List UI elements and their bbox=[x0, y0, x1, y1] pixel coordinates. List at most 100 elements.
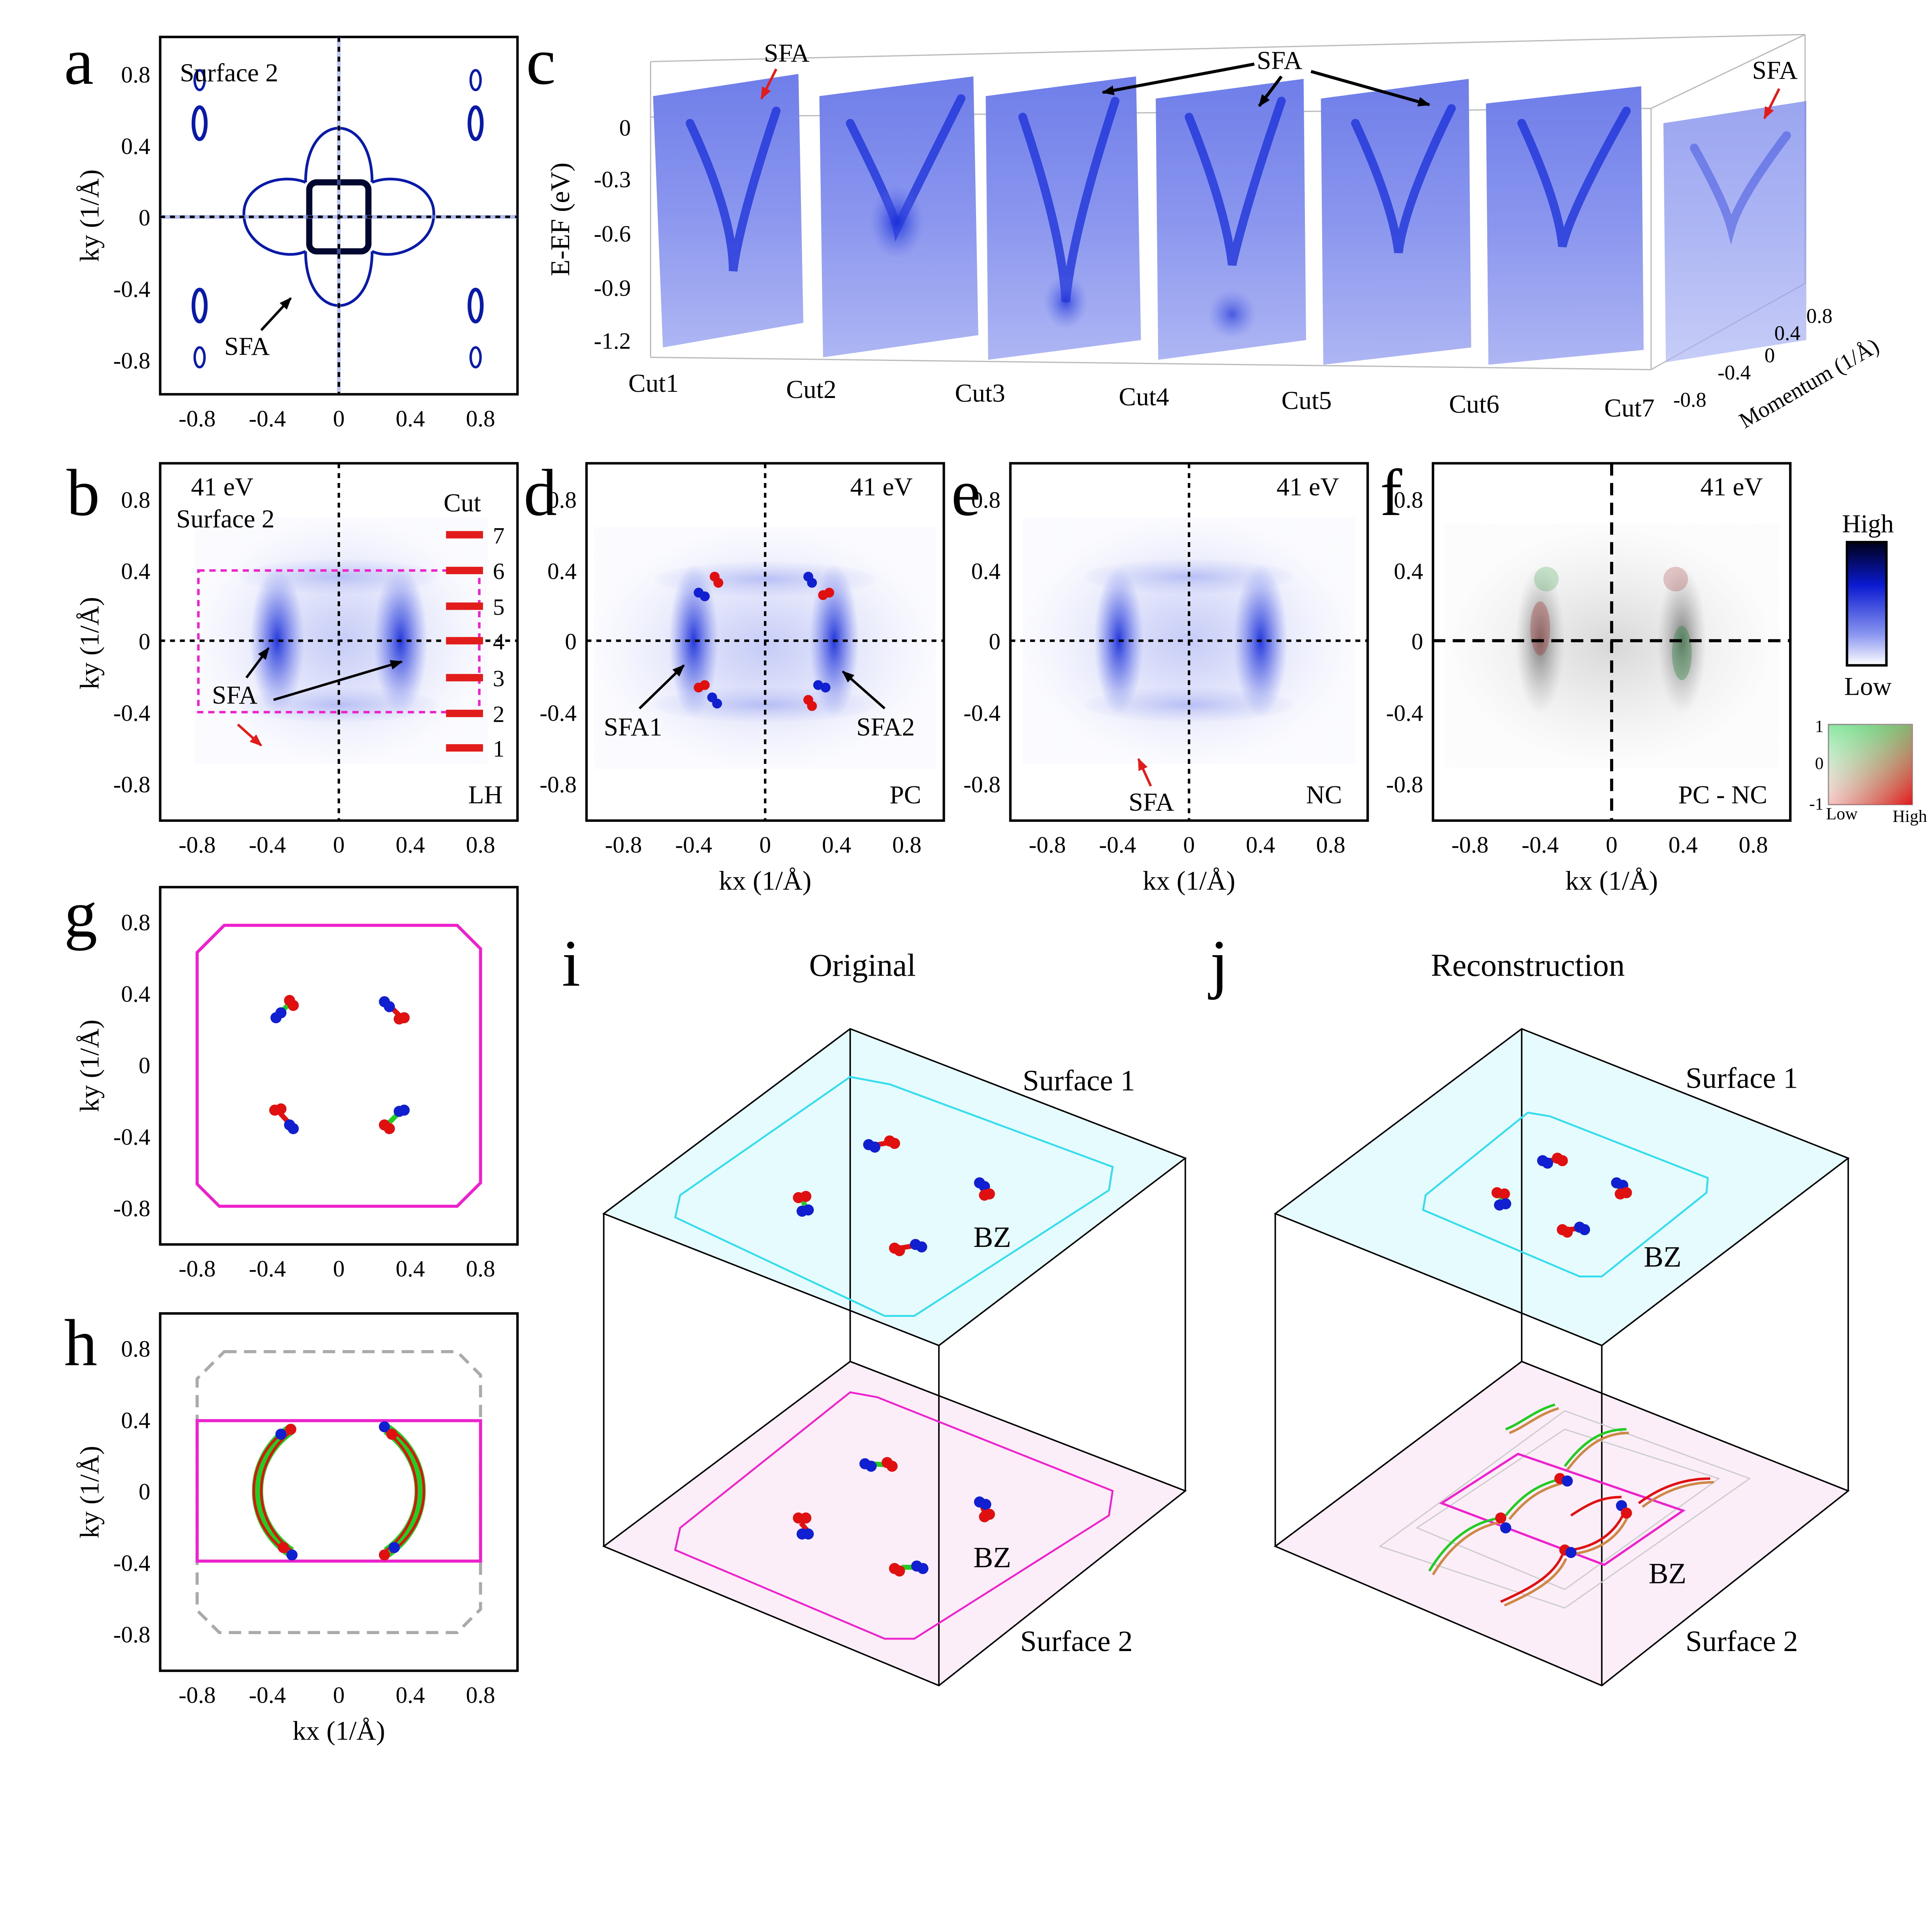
panel-letter-f: f bbox=[1380, 456, 1402, 530]
svg-text:-0.4: -0.4 bbox=[113, 700, 150, 726]
panel-f-x-ticks: -0.8 -0.4 0 0.4 0.8 bbox=[1451, 832, 1768, 858]
svg-text:Cut2: Cut2 bbox=[786, 375, 836, 404]
panel-e-energy: 41 eV bbox=[1277, 473, 1339, 501]
svg-text:2: 2 bbox=[493, 702, 505, 728]
svg-text:1: 1 bbox=[493, 736, 505, 762]
svg-text:-0.8: -0.8 bbox=[179, 832, 216, 858]
svg-text:0: 0 bbox=[1606, 832, 1617, 858]
panel-j-weyl-bottom bbox=[1495, 1473, 1632, 1558]
panel-letter-h: h bbox=[64, 1306, 97, 1380]
colorbar-high-label: High bbox=[1842, 510, 1894, 538]
panel-letter-i: i bbox=[562, 927, 580, 1000]
panel-e-x-ticks: -0.8 -0.4 0 0.4 0.8 bbox=[1029, 832, 1345, 858]
svg-text:0.8: 0.8 bbox=[466, 1256, 495, 1282]
svg-text:Cut1: Cut1 bbox=[628, 369, 679, 398]
panel-i-bz-top bbox=[674, 1076, 1114, 1317]
svg-text:-0.8: -0.8 bbox=[179, 1256, 216, 1282]
panel-d-x-axis-label: kx (1/Å) bbox=[719, 866, 811, 896]
svg-text:-0.8: -0.8 bbox=[113, 1622, 150, 1648]
svg-text:Cut5: Cut5 bbox=[1281, 386, 1332, 415]
panel-c-sfa-center: SFA bbox=[1257, 46, 1303, 75]
panel-h-y-axis-label: ky (1/Å) bbox=[75, 1446, 105, 1539]
svg-text:0.8: 0.8 bbox=[1739, 832, 1768, 858]
panel-g-weyl-points-bz: 0.8 0.4 0 -0.4 -0.8 -0.8 -0.4 0 0.4 0.8 … bbox=[75, 886, 519, 1282]
svg-text:-0.8: -0.8 bbox=[1386, 772, 1423, 798]
svg-text:-0.8: -0.8 bbox=[113, 348, 150, 374]
panel-b-cut-title: Cut bbox=[444, 488, 481, 517]
panel-h-folded-bz bbox=[196, 1419, 482, 1563]
diff-colorbar-ticks: 1 0 -1 bbox=[1809, 716, 1823, 813]
svg-text:Cut3: Cut3 bbox=[955, 379, 1005, 408]
panel-a-x-ticks: -0.8 -0.4 0 0.4 0.8 bbox=[179, 406, 495, 432]
svg-text:0: 0 bbox=[1183, 832, 1195, 858]
panel-i-weyl-top bbox=[793, 1135, 995, 1256]
svg-text:-0.4: -0.4 bbox=[249, 1682, 286, 1708]
svg-text:0: 0 bbox=[139, 1479, 150, 1505]
panel-a-surface-map: Surface 2 SFA 0.8 0.4 0 -0.4 -0.8 -0.8 -… bbox=[75, 36, 519, 432]
svg-text:-0.4: -0.4 bbox=[249, 832, 286, 858]
svg-text:-0.4: -0.4 bbox=[963, 700, 1000, 726]
panel-i-title: Original bbox=[809, 947, 916, 983]
panel-g-y-axis-label: ky (1/Å) bbox=[75, 1019, 105, 1112]
panel-g-bz-outline bbox=[196, 923, 482, 1208]
svg-text:0: 0 bbox=[333, 1256, 345, 1282]
svg-text:-0.8: -0.8 bbox=[179, 406, 216, 432]
panel-c-cut-labels: Cut1 Cut2 Cut3 Cut4 Cut5 Cut6 Cut7 bbox=[628, 369, 1655, 422]
svg-text:0: 0 bbox=[619, 115, 631, 141]
svg-text:0: 0 bbox=[333, 832, 345, 858]
svg-text:0: 0 bbox=[565, 629, 577, 655]
panel-h-x-ticks: -0.8 -0.4 0 0.4 0.8 bbox=[179, 1682, 495, 1708]
svg-text:0: 0 bbox=[333, 1682, 345, 1708]
panel-e-sfa-label: SFA bbox=[1129, 788, 1174, 816]
svg-text:-0.4: -0.4 bbox=[675, 832, 712, 858]
panel-i-bz-bottom bbox=[674, 1391, 1114, 1640]
panel-d-polarization: PC bbox=[889, 781, 921, 809]
panel-f-y-ticks: 0.8 0.4 0 -0.4 -0.8 bbox=[1386, 487, 1423, 798]
svg-text:-0.8: -0.8 bbox=[1029, 832, 1066, 858]
svg-text:0: 0 bbox=[1764, 344, 1775, 367]
svg-text:0: 0 bbox=[989, 629, 1000, 655]
panel-e-polarization: NC bbox=[1306, 781, 1342, 809]
panel-letter-a: a bbox=[64, 25, 94, 99]
svg-text:0.4: 0.4 bbox=[548, 559, 577, 585]
svg-text:-0.4: -0.4 bbox=[1386, 700, 1423, 726]
panel-j-surface-top: Surface 1 bbox=[1685, 1062, 1798, 1095]
svg-text:-1: -1 bbox=[1809, 794, 1823, 813]
panel-h-frame bbox=[159, 1312, 519, 1672]
panel-h-reconstructed-bz: 0.8 0.4 0 -0.4 -0.8 -0.8 -0.4 0 0.4 0.8 … bbox=[75, 1312, 519, 1746]
svg-text:0.4: 0.4 bbox=[121, 134, 150, 160]
panel-i-surface-bottom: Surface 2 bbox=[1020, 1625, 1133, 1658]
panel-a-sfa-arrow bbox=[260, 297, 292, 331]
panel-e-fermi-surface-nc: 41 eV SFA NC 0.8 0.4 0 -0.4 -0.8 -0.8 -0… bbox=[963, 462, 1369, 896]
svg-text:-0.6: -0.6 bbox=[594, 221, 631, 247]
svg-text:0.4: 0.4 bbox=[1246, 832, 1275, 858]
panel-g-frame bbox=[159, 886, 519, 1246]
panel-b-x-ticks: -0.8 -0.4 0 0.4 0.8 bbox=[179, 832, 495, 858]
svg-text:0.8: 0.8 bbox=[466, 832, 495, 858]
panel-c-cut-stack: 0 -0.3 -0.6 -0.9 -1.2 E-EF (eV) Cut1 Cut… bbox=[545, 34, 1883, 433]
panel-letter-c: c bbox=[526, 25, 556, 99]
svg-text:3: 3 bbox=[493, 666, 505, 692]
svg-text:0.4: 0.4 bbox=[121, 1408, 150, 1434]
svg-text:-0.9: -0.9 bbox=[594, 275, 631, 301]
svg-text:0.8: 0.8 bbox=[121, 487, 150, 513]
svg-text:0.8: 0.8 bbox=[548, 487, 577, 513]
panel-h-y-ticks: 0.8 0.4 0 -0.4 -0.8 bbox=[113, 1336, 150, 1648]
panel-h-weyl-points bbox=[275, 1421, 400, 1561]
panel-j-bz-grid bbox=[1378, 1410, 1751, 1609]
panel-h-fermi-arcs bbox=[252, 1425, 426, 1557]
diff-colorbar-high: High bbox=[1893, 806, 1927, 826]
panel-f-energy: 41 eV bbox=[1701, 473, 1763, 501]
svg-text:-0.8: -0.8 bbox=[1451, 832, 1488, 858]
panel-c-sfa-left: SFA bbox=[764, 39, 810, 67]
svg-text:0.8: 0.8 bbox=[892, 832, 922, 858]
panel-i-bz-label-bottom: BZ bbox=[973, 1541, 1011, 1574]
panel-j-bz-label: BZ bbox=[1644, 1240, 1682, 1273]
panel-j-bz-bottom bbox=[1439, 1452, 1686, 1566]
svg-text:0.8: 0.8 bbox=[1394, 487, 1423, 513]
panel-j-bz-label-bottom: BZ bbox=[1649, 1557, 1687, 1590]
figure-canvas: a b c d e f g h i j bbox=[64, 25, 1927, 1746]
panel-g-y-ticks: 0.8 0.4 0 -0.4 -0.8 bbox=[113, 910, 150, 1222]
svg-text:0.4: 0.4 bbox=[121, 981, 150, 1007]
panel-d-energy: 41 eV bbox=[850, 473, 913, 501]
